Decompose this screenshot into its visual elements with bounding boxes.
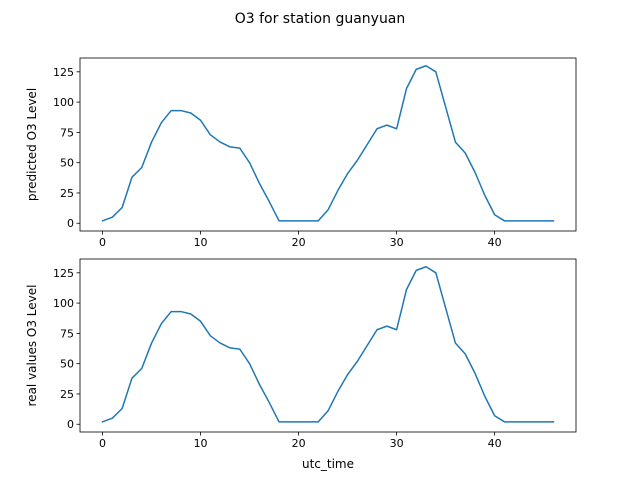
subplot-2: 0 10 20 30 40 0 25 50 75 100 125 real values O3 Lev… [25,258,577,471]
y-tick-label: 50 [60,157,74,170]
y-tick-label: 50 [60,358,74,371]
x-tick-label: 0 [99,437,106,450]
y-axis-label: predicted O3 Level [25,88,39,201]
y-tick-label: 100 [53,96,74,109]
axes-frame [79,57,577,232]
y-tick-label: 0 [67,418,74,431]
x-tick-label: 10 [194,437,208,450]
x-tick-label: 40 [488,437,502,450]
y-tick-label: 25 [60,388,74,401]
x-tick-label: 30 [390,437,404,450]
x-tick-label: 40 [488,236,502,249]
series-line [101,65,555,222]
y-tick-label: 25 [60,187,74,200]
y-tick-label: 100 [53,297,74,310]
subplot-1: 0 10 20 30 40 0 25 50 75 100 125 predicted O3 Level [25,57,577,249]
x-tick-label: 20 [292,437,306,450]
y-tick-label: 0 [67,217,74,230]
x-tick-label: 10 [194,236,208,249]
x-axis-label: utc_time [302,457,354,471]
y-tick-label: 125 [53,267,74,280]
x-tick-label: 20 [292,236,306,249]
y-tick-label: 75 [60,327,74,340]
y-tick-label: 75 [60,126,74,139]
y-axis-label: real values O3 Level [25,285,39,407]
figure-title: O3 for station guanyuan [235,11,406,27]
x-tick-label: 0 [99,236,106,249]
axes-frame [79,258,577,433]
series-line [101,266,555,423]
x-tick-label: 30 [390,236,404,249]
y-tick-label: 125 [53,66,74,79]
